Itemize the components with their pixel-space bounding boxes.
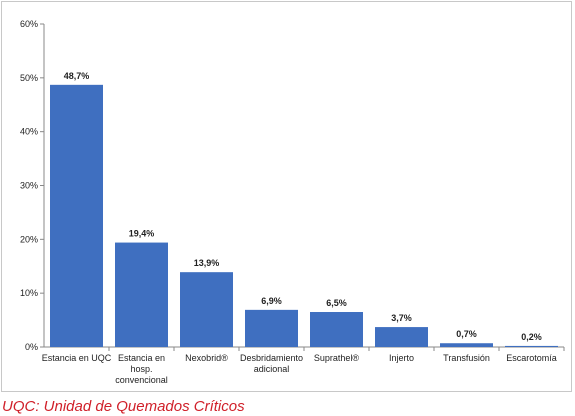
- footnote: UQC: Unidad de Quemados Críticos: [2, 398, 245, 415]
- data-label: 3,7%: [391, 313, 412, 323]
- bar: [505, 345, 558, 347]
- data-label: 6,9%: [261, 296, 282, 306]
- data-label: 48,7%: [64, 71, 90, 81]
- bar: [310, 312, 363, 347]
- category-label: Desbridamiento adicional: [240, 353, 303, 374]
- y-tick-label: 20%: [20, 234, 38, 244]
- bar: [50, 84, 103, 347]
- data-label: 6,5%: [326, 298, 347, 308]
- data-label: 0,7%: [456, 329, 477, 339]
- category-label: Suprathel®: [314, 353, 360, 363]
- bar: [375, 327, 428, 347]
- y-tick-label: 10%: [20, 288, 38, 298]
- data-label: 0,2%: [521, 332, 542, 342]
- y-tick-label: 50%: [20, 73, 38, 83]
- bar: [245, 309, 298, 347]
- y-tick-label: 40%: [20, 127, 38, 137]
- data-label: 13,9%: [194, 258, 220, 268]
- category-label: Transfusión: [443, 353, 490, 363]
- category-label: Injerto: [389, 353, 414, 363]
- y-tick-label: 0%: [25, 342, 38, 352]
- y-tick-label: 60%: [20, 19, 38, 29]
- category-label: Estancia en UQC: [42, 353, 112, 363]
- y-tick-label: 30%: [20, 181, 38, 191]
- category-label: Escarotomía: [506, 353, 557, 363]
- bar: [115, 242, 168, 347]
- bar: [180, 272, 233, 347]
- chart-frame: 0% 10% 20% 30% 40% 50% 60% 48,7% Estancia en UQC…: [1, 1, 572, 392]
- bar: [440, 343, 493, 347]
- category-label: Nexobrid®: [185, 353, 228, 363]
- data-label: 19,4%: [129, 229, 155, 239]
- bar-chart: 0% 10% 20% 30% 40% 50% 60% 48,7% Estancia en UQC…: [20, 19, 565, 385]
- category-label: Estancia en hosp. convencional: [115, 353, 168, 385]
